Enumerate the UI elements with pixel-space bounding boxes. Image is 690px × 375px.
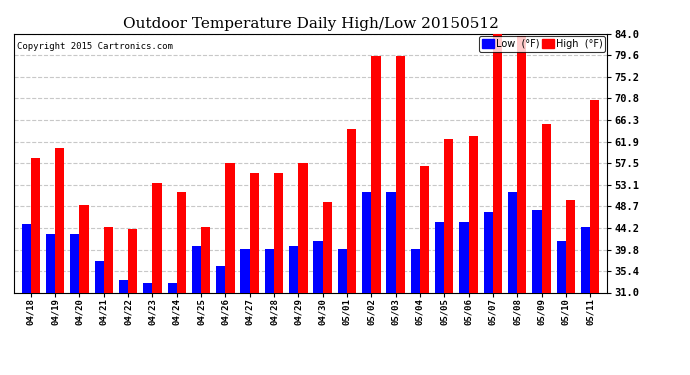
Bar [201,226,210,292]
Bar [435,222,444,292]
Bar [469,136,477,292]
Bar [298,163,308,292]
Bar [532,210,542,292]
Bar [192,246,201,292]
Bar [289,246,298,292]
Bar [46,234,55,292]
Bar [347,129,356,292]
Bar [119,280,128,292]
Bar [411,249,420,292]
Text: Copyright 2015 Cartronics.com: Copyright 2015 Cartronics.com [17,42,172,51]
Bar [518,36,526,292]
Bar [371,56,381,292]
Bar [177,192,186,292]
Bar [484,212,493,292]
Bar [420,166,429,292]
Bar [581,226,590,292]
Bar [337,249,347,292]
Bar [542,124,551,292]
Bar [386,192,395,292]
Bar [79,205,89,292]
Bar [493,34,502,292]
Bar [168,283,177,292]
Bar [216,266,226,292]
Bar [460,222,469,292]
Bar [95,261,103,292]
Bar [395,56,405,292]
Bar [226,163,235,292]
Bar [70,234,79,292]
Bar [557,241,566,292]
Bar [313,241,323,292]
Bar [31,158,40,292]
Bar [265,249,274,292]
Title: Outdoor Temperature Daily High/Low 20150512: Outdoor Temperature Daily High/Low 20150… [123,17,498,31]
Bar [128,229,137,292]
Bar [152,183,161,292]
Bar [508,192,518,292]
Bar [590,100,600,292]
Bar [250,173,259,292]
Bar [240,249,250,292]
Bar [274,173,284,292]
Bar [323,202,332,292]
Bar [566,200,575,292]
Bar [104,226,113,292]
Legend: Low  (°F), High  (°F): Low (°F), High (°F) [479,36,605,51]
Bar [55,148,64,292]
Bar [444,139,453,292]
Bar [21,224,31,292]
Bar [144,283,152,292]
Bar [362,192,371,292]
